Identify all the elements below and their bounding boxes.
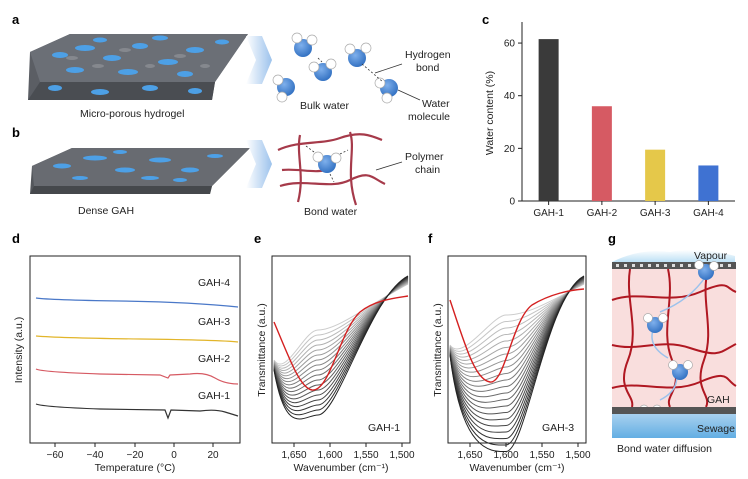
dense-gah-slab bbox=[30, 148, 250, 194]
f-xtick: 1,650 bbox=[457, 450, 482, 461]
f-spectrum-curve bbox=[449, 282, 585, 361]
d-xtick: −20 bbox=[127, 450, 144, 461]
dsc-plot: GAH-4 GAH-3 GAH-2 GAH-1 −60 −40 −20 0 20… bbox=[13, 255, 241, 474]
f-xlabel: Wavenumber (cm⁻¹) bbox=[470, 462, 565, 474]
e-spectrum-curve bbox=[273, 283, 409, 365]
dense-gah-label: Dense GAH bbox=[78, 205, 134, 217]
panel-c-letter: c bbox=[482, 12, 489, 27]
ftir-plot-gah3: GAH-3 1,650 1,600 1,550 1,500 Wavenumber… bbox=[432, 255, 591, 474]
f-spectrum-curve bbox=[449, 281, 585, 369]
water-molecule-label-2: molecule bbox=[408, 111, 450, 123]
c-xtick-label: GAH-4 bbox=[693, 208, 724, 219]
e-red-curve bbox=[273, 295, 409, 391]
f-spectrum-curve bbox=[449, 283, 585, 350]
d-xlabel: Temperature (°C) bbox=[95, 462, 176, 474]
d-xtick: −40 bbox=[87, 450, 104, 461]
f-spectrum-curve bbox=[449, 281, 585, 365]
bar-chart: Water content (%) 0 20 40 60 GAH-1 GAH-2 GAH-3… bbox=[484, 22, 735, 219]
f-spectrum-curve bbox=[449, 282, 585, 358]
arrow-a bbox=[246, 36, 272, 84]
f-red-curve bbox=[449, 288, 585, 383]
panel-e-letter: e bbox=[254, 231, 261, 246]
panel-b-letter: b bbox=[12, 125, 20, 140]
c-ytick-label: 0 bbox=[509, 197, 515, 208]
porous-hydrogel-slab bbox=[28, 34, 248, 100]
panel-a-letter: a bbox=[12, 12, 20, 27]
c-bar-gah-1 bbox=[538, 39, 559, 202]
f-xtick: 1,500 bbox=[565, 450, 590, 461]
diffusion-caption: Bond water diffusion bbox=[617, 443, 712, 455]
e-xlabel: Wavenumber (cm⁻¹) bbox=[294, 462, 389, 474]
d-label-gah2: GAH-2 bbox=[198, 353, 230, 365]
polymer-chain-label-1: Polymer bbox=[405, 151, 444, 163]
g-polymer-network bbox=[611, 268, 737, 408]
c-xtick-label: GAH-1 bbox=[533, 208, 564, 219]
d-xtick: 20 bbox=[207, 450, 219, 461]
c-bar-gah-2 bbox=[591, 106, 612, 201]
bulk-water-molecules bbox=[272, 32, 421, 104]
panel-d-letter: d bbox=[12, 231, 20, 246]
water-molecule-label-1: Water bbox=[422, 98, 450, 110]
c-xtick-label: GAH-2 bbox=[587, 208, 618, 219]
d-xtick: −60 bbox=[47, 450, 64, 461]
arrow-b bbox=[246, 140, 272, 188]
f-frame bbox=[447, 255, 587, 444]
d-label-gah4: GAH-4 bbox=[198, 277, 230, 289]
vapour-label: Vapour bbox=[694, 250, 728, 262]
d-curve-gah3 bbox=[35, 335, 239, 343]
d-xtick: 0 bbox=[171, 450, 177, 461]
polymer-chain-label-2: chain bbox=[415, 164, 440, 176]
f-ylabel: Transmittance (a.u.) bbox=[432, 303, 444, 397]
f-sample-label: GAH-3 bbox=[542, 422, 574, 434]
hydrogel-label: Micro-porous hydrogel bbox=[80, 108, 184, 120]
c-ylabel: Water content (%) bbox=[484, 71, 496, 155]
e-ylabel: Transmittance (a.u.) bbox=[256, 303, 268, 397]
c-ytick-label: 20 bbox=[504, 144, 516, 155]
bond-water-molecule bbox=[305, 145, 349, 183]
bottom-membrane bbox=[612, 407, 736, 414]
c-ytick-label: 40 bbox=[504, 91, 516, 102]
ftir-plot-gah1: GAH-1 1,650 1,600 1,550 1,500 Wavenumber… bbox=[256, 255, 415, 474]
f-spectrum-curve bbox=[449, 282, 585, 355]
sewage-layer bbox=[612, 414, 736, 438]
d-ylabel: Intensity (a.u.) bbox=[13, 317, 25, 384]
f-spectrum-curve bbox=[449, 275, 585, 453]
f-xtick: 1,600 bbox=[493, 450, 518, 461]
e-xtick: 1,550 bbox=[353, 450, 378, 461]
e-xtick: 1,650 bbox=[281, 450, 306, 461]
f-spectrum-curve bbox=[449, 283, 585, 352]
e-xtick: 1,600 bbox=[317, 450, 342, 461]
vapour-cloud bbox=[612, 249, 735, 262]
d-curve-gah1 bbox=[35, 403, 239, 420]
f-spectrum-curve bbox=[449, 278, 585, 403]
diffusion-schematic: Vapour GAH Sewage Bond water diffusion bbox=[611, 249, 737, 455]
c-bar-gah-4 bbox=[698, 165, 719, 201]
hydrogen-bond-label-2: bond bbox=[416, 62, 440, 74]
hydrogen-bond-label-1: Hydrogen bbox=[405, 49, 451, 61]
e-spectrum-curve bbox=[273, 275, 409, 420]
e-frame bbox=[271, 255, 411, 444]
c-xtick-label: GAH-3 bbox=[640, 208, 671, 219]
gah-label: GAH bbox=[707, 394, 730, 406]
polymer-pointer bbox=[375, 161, 403, 171]
e-sample-label: GAH-1 bbox=[368, 422, 400, 434]
d-label-gah1: GAH-1 bbox=[198, 390, 230, 402]
f-xtick: 1,550 bbox=[529, 450, 554, 461]
c-ytick-label: 60 bbox=[504, 39, 516, 50]
d-curve-gah4 bbox=[35, 297, 239, 308]
panel-g-letter: g bbox=[608, 231, 616, 246]
panel-f-letter: f bbox=[428, 231, 433, 246]
d-curve-gah2 bbox=[35, 368, 239, 385]
e-xtick: 1,500 bbox=[389, 450, 414, 461]
bond-water-label: Bond water bbox=[304, 206, 358, 218]
bulk-water-label: Bulk water bbox=[300, 100, 350, 112]
c-bar-gah-3 bbox=[645, 149, 666, 201]
f-spectrum-curve bbox=[449, 280, 585, 378]
d-label-gah3: GAH-3 bbox=[198, 316, 230, 328]
sewage-label: Sewage bbox=[697, 423, 735, 435]
